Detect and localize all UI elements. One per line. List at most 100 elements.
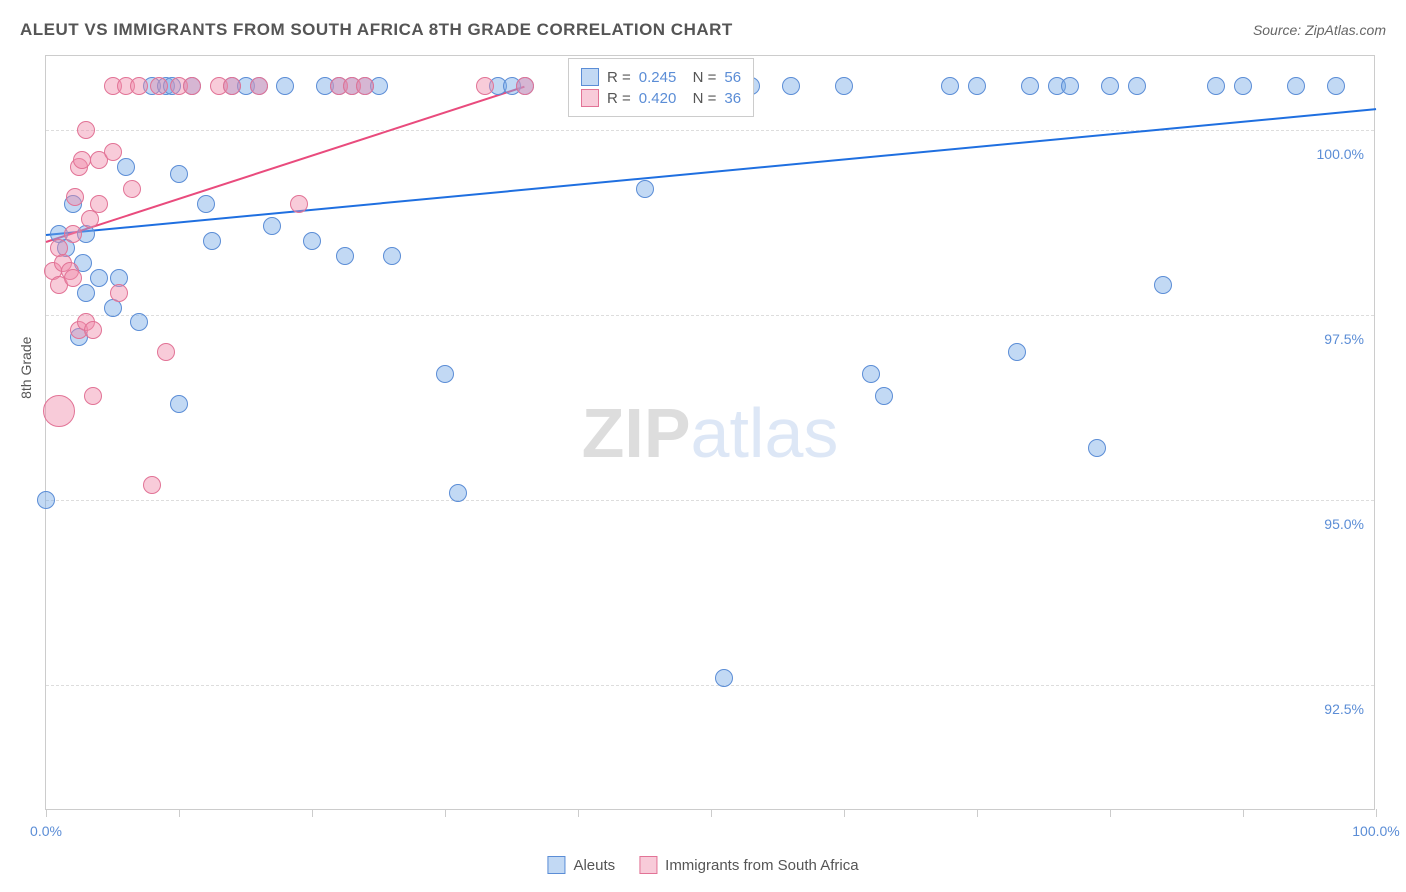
scatter-point	[66, 188, 84, 206]
scatter-point	[183, 77, 201, 95]
y-tick-label: 92.5%	[1324, 701, 1364, 717]
x-tick	[1376, 809, 1377, 817]
scatter-point	[436, 365, 454, 383]
scatter-point	[90, 269, 108, 287]
x-tick	[578, 809, 579, 817]
stats-label-r: R =	[607, 69, 631, 86]
scatter-point	[276, 77, 294, 95]
stats-value-n: 36	[724, 90, 741, 107]
stats-label-r: R =	[607, 90, 631, 107]
x-tick-label: 100.0%	[1352, 823, 1399, 839]
gridline-h	[46, 130, 1374, 131]
chart-header: ALEUT VS IMMIGRANTS FROM SOUTH AFRICA 8T…	[20, 20, 1386, 40]
stats-row: R = 0.420 N = 36	[581, 89, 741, 107]
x-tick	[1110, 809, 1111, 817]
stats-value-r: 0.245	[639, 69, 677, 86]
scatter-point	[64, 269, 82, 287]
scatter-point	[835, 77, 853, 95]
scatter-point	[77, 284, 95, 302]
scatter-point	[117, 158, 135, 176]
watermark-zip: ZIP	[582, 394, 691, 472]
scatter-point	[1101, 77, 1119, 95]
legend-swatch-immigrants	[639, 856, 657, 874]
x-tick-label: 0.0%	[30, 823, 62, 839]
scatter-point	[263, 217, 281, 235]
x-tick	[844, 809, 845, 817]
scatter-point	[143, 476, 161, 494]
scatter-point	[1207, 77, 1225, 95]
scatter-point	[715, 669, 733, 687]
stats-value-n: 56	[724, 69, 741, 86]
scatter-point	[1008, 343, 1026, 361]
stats-value-r: 0.420	[639, 90, 677, 107]
y-tick-label: 97.5%	[1324, 331, 1364, 347]
stats-swatch	[581, 68, 599, 86]
scatter-point	[476, 77, 494, 95]
scatter-point	[150, 77, 168, 95]
scatter-point	[303, 232, 321, 250]
gridline-h	[46, 500, 1374, 501]
scatter-point	[250, 77, 268, 95]
x-tick	[179, 809, 180, 817]
x-tick	[977, 809, 978, 817]
source-attribution: Source: ZipAtlas.com	[1253, 22, 1386, 38]
gridline-h	[46, 315, 1374, 316]
scatter-point	[290, 195, 308, 213]
watermark-atlas: atlas	[691, 394, 839, 472]
legend-swatch-aleuts	[547, 856, 565, 874]
scatter-point	[356, 77, 374, 95]
scatter-point	[1234, 77, 1252, 95]
scatter-point	[130, 77, 148, 95]
scatter-point	[941, 77, 959, 95]
scatter-point	[37, 491, 55, 509]
chart-title: ALEUT VS IMMIGRANTS FROM SOUTH AFRICA 8T…	[20, 20, 733, 40]
scatter-point	[875, 387, 893, 405]
legend-label-aleuts: Aleuts	[573, 857, 615, 874]
x-tick	[711, 809, 712, 817]
scatter-point	[170, 165, 188, 183]
scatter-point	[1154, 276, 1172, 294]
scatter-point	[636, 180, 654, 198]
scatter-point	[77, 121, 95, 139]
gridline-h	[46, 685, 1374, 686]
correlation-stats-legend: R = 0.245 N = 56 R = 0.420 N = 36	[568, 58, 754, 117]
legend-item-aleuts: Aleuts	[547, 856, 615, 874]
stats-label-n: N =	[684, 69, 716, 86]
scatter-point	[130, 313, 148, 331]
scatter-point	[203, 232, 221, 250]
scatter-point	[64, 225, 82, 243]
legend-item-immigrants: Immigrants from South Africa	[639, 856, 858, 874]
x-tick	[46, 809, 47, 817]
x-tick	[312, 809, 313, 817]
scatter-plot-area: ZIPatlas 92.5%95.0%97.5%100.0%0.0%100.0%	[45, 55, 1375, 810]
scatter-point	[1128, 77, 1146, 95]
scatter-point-large	[43, 395, 75, 427]
watermark: ZIPatlas	[582, 393, 839, 473]
legend-label-immigrants: Immigrants from South Africa	[665, 857, 858, 874]
x-tick	[1243, 809, 1244, 817]
scatter-point	[1327, 77, 1345, 95]
stats-row: R = 0.245 N = 56	[581, 68, 741, 86]
stats-label-n: N =	[684, 90, 716, 107]
scatter-point	[968, 77, 986, 95]
scatter-point	[336, 247, 354, 265]
series-legend: Aleuts Immigrants from South Africa	[547, 856, 858, 874]
y-tick-label: 100.0%	[1317, 146, 1364, 162]
y-axis-label: 8th Grade	[18, 337, 34, 399]
y-tick-label: 95.0%	[1324, 516, 1364, 532]
scatter-point	[862, 365, 880, 383]
scatter-point	[449, 484, 467, 502]
scatter-point	[84, 387, 102, 405]
scatter-point	[84, 321, 102, 339]
scatter-point	[223, 77, 241, 95]
scatter-point	[1021, 77, 1039, 95]
scatter-point	[90, 195, 108, 213]
scatter-point	[383, 247, 401, 265]
scatter-point	[110, 284, 128, 302]
scatter-point	[1061, 77, 1079, 95]
scatter-point	[73, 151, 91, 169]
scatter-point	[104, 143, 122, 161]
scatter-point	[123, 180, 141, 198]
scatter-point	[197, 195, 215, 213]
scatter-point	[1088, 439, 1106, 457]
